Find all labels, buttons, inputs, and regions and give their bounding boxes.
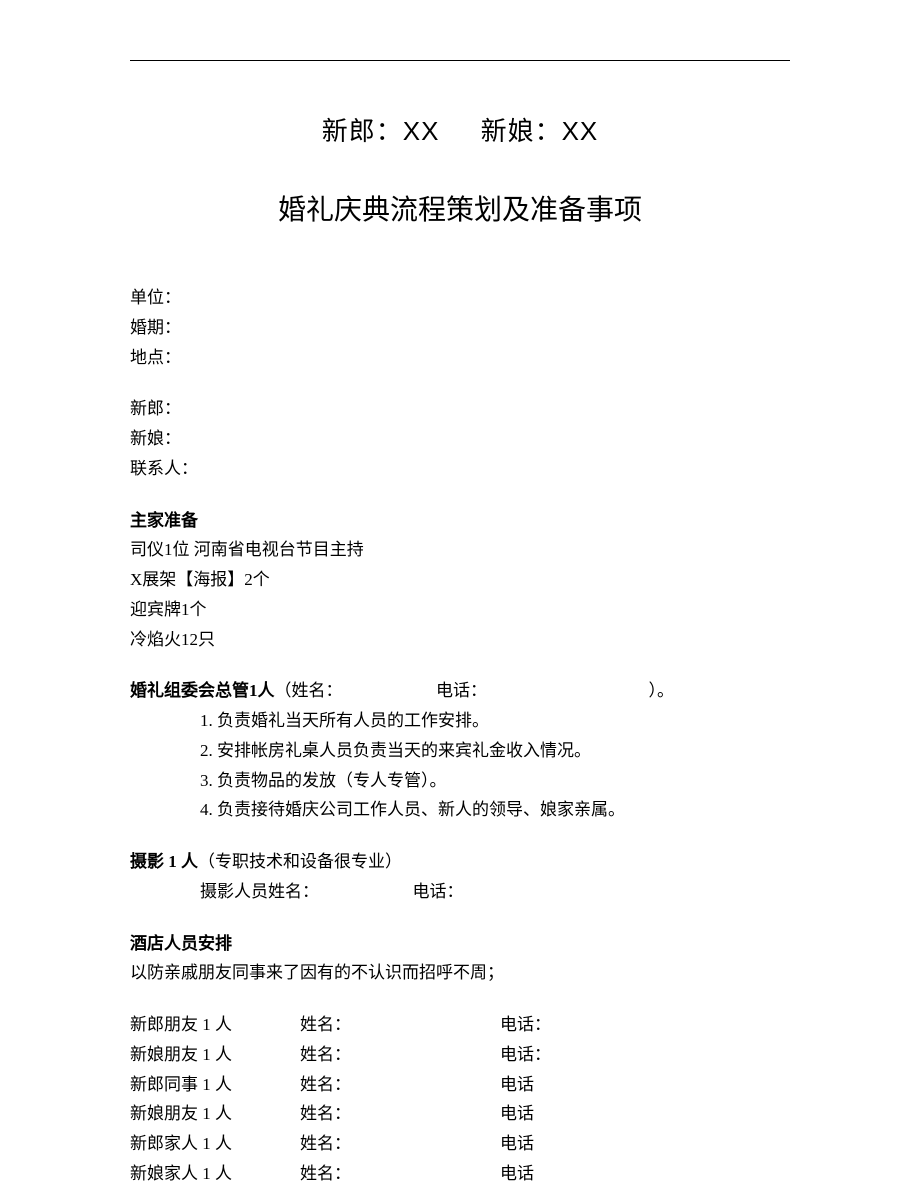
- row-name-label: 姓名：: [300, 1040, 500, 1070]
- committee-section: 婚礼组委会总管1人（姓名： 电话： ）。 1. 负责婚礼当天所有人员的工作安排。…: [130, 676, 790, 825]
- row-name-label: 姓名：: [300, 1010, 500, 1040]
- personnel-row-1: 新娘朋友 1 人 姓名： 电话：: [130, 1040, 790, 1070]
- host-prep-item-1: X展架【海报】2个: [130, 565, 790, 595]
- committee-item-0: 1. 负责婚礼当天所有人员的工作安排。: [130, 706, 790, 736]
- photographer-title-suffix: （专职技术和设备很专业）: [198, 852, 402, 871]
- photographer-title-line: 摄影 1 人（专职技术和设备很专业）: [130, 847, 790, 877]
- row-phone-label: 电话: [500, 1129, 790, 1159]
- personnel-row-2: 新郎同事 1 人 姓名： 电话: [130, 1070, 790, 1100]
- host-prep-item-3: 冷焰火12只: [130, 625, 790, 655]
- row-phone-label: 电话：: [500, 1040, 790, 1070]
- row-name-label: 姓名：: [300, 1099, 500, 1129]
- row-name-label: 姓名：: [300, 1159, 500, 1189]
- groom-info-label: 新郎：: [130, 394, 790, 424]
- host-prep-title: 主家准备: [130, 506, 790, 536]
- header-names: 新郎：XX 新娘：XX: [130, 111, 790, 148]
- host-prep-item-2: 迎宾牌1个: [130, 595, 790, 625]
- location-label: 地点：: [130, 343, 790, 373]
- hotel-section: 酒店人员安排 以防亲戚朋友同事来了因有的不认识而招呼不周； 新郎朋友 1 人 姓…: [130, 929, 790, 1189]
- personnel-row-0: 新郎朋友 1 人 姓名： 电话：: [130, 1010, 790, 1040]
- hotel-note: 以防亲戚朋友同事来了因有的不认识而招呼不周；: [130, 958, 790, 988]
- committee-item-1: 2. 安排帐房礼桌人员负责当天的来宾礼金收入情况。: [130, 736, 790, 766]
- groom-label: 新郎：: [322, 116, 403, 146]
- host-prep-section: 主家准备 司仪1位 河南省电视台节目主持 X展架【海报】2个 迎宾牌1个 冷焰火…: [130, 506, 790, 655]
- row-phone-label: 电话：: [500, 1010, 790, 1040]
- committee-title: 婚礼组委会总管1人: [130, 681, 275, 700]
- photographer-section: 摄影 1 人（专职技术和设备很专业） 摄影人员姓名： 电话：: [130, 847, 790, 907]
- row-role: 新娘朋友 1 人: [130, 1040, 300, 1070]
- bride-label: 新娘：: [481, 116, 562, 146]
- row-role: 新郎家人 1 人: [130, 1129, 300, 1159]
- date-label: 婚期：: [130, 313, 790, 343]
- unit-label: 单位：: [130, 283, 790, 313]
- bride-name: XX: [562, 116, 599, 146]
- hotel-title: 酒店人员安排: [130, 929, 790, 959]
- personnel-row-4: 新郎家人 1 人 姓名： 电话: [130, 1129, 790, 1159]
- top-divider: [130, 60, 790, 61]
- host-prep-item-0: 司仪1位 河南省电视台节目主持: [130, 535, 790, 565]
- photographer-line: 摄影人员姓名： 电话：: [130, 877, 790, 907]
- row-phone-label: 电话: [500, 1159, 790, 1189]
- row-phone-label: 电话: [500, 1070, 790, 1100]
- committee-title-suffix: （姓名： 电话： ）。: [275, 681, 675, 700]
- row-role: 新郎朋友 1 人: [130, 1010, 300, 1040]
- row-name-label: 姓名：: [300, 1129, 500, 1159]
- document-title: 婚礼庆典流程策划及准备事项: [130, 188, 790, 228]
- groom-name: XX: [403, 116, 440, 146]
- row-role: 新郎同事 1 人: [130, 1070, 300, 1100]
- photographer-title: 摄影 1 人: [130, 852, 198, 871]
- bride-info-label: 新娘：: [130, 424, 790, 454]
- personnel-row-5: 新娘家人 1 人 姓名： 电话: [130, 1159, 790, 1189]
- committee-item-3: 4. 负责接待婚庆公司工作人员、新人的领导、娘家亲属。: [130, 795, 790, 825]
- committee-title-line: 婚礼组委会总管1人（姓名： 电话： ）。: [130, 676, 790, 706]
- committee-item-2: 3. 负责物品的发放（专人专管）。: [130, 766, 790, 796]
- personnel-row-3: 新娘朋友 1 人 姓名： 电话: [130, 1099, 790, 1129]
- info-block-2: 新郎： 新娘： 联系人：: [130, 394, 790, 483]
- row-role: 新娘朋友 1 人: [130, 1099, 300, 1129]
- row-role: 新娘家人 1 人: [130, 1159, 300, 1189]
- info-block-1: 单位： 婚期： 地点：: [130, 283, 790, 372]
- row-name-label: 姓名：: [300, 1070, 500, 1100]
- contact-label: 联系人：: [130, 454, 790, 484]
- row-phone-label: 电话: [500, 1099, 790, 1129]
